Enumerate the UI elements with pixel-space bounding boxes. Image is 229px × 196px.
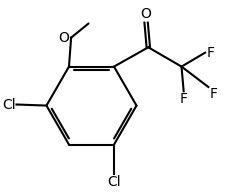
Text: F: F bbox=[209, 87, 217, 101]
Text: F: F bbox=[206, 46, 214, 60]
Text: Cl: Cl bbox=[2, 97, 15, 112]
Text: O: O bbox=[141, 6, 152, 21]
Text: O: O bbox=[58, 31, 69, 45]
Text: Cl: Cl bbox=[107, 175, 121, 189]
Text: F: F bbox=[180, 92, 188, 106]
